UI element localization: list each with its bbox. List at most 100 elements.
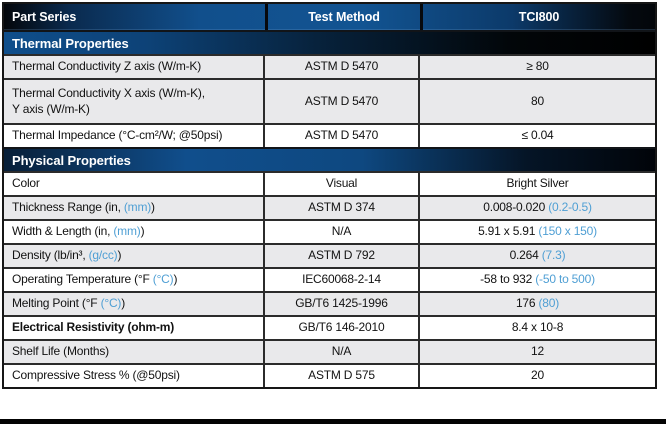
value-unit: (-50 to 500) — [535, 272, 595, 287]
value: 0.008-0.020 — [483, 200, 549, 215]
section-title: Physical Properties — [12, 152, 131, 168]
value-cell: 176 (80) — [420, 293, 655, 315]
property-label: Thermal Conductivity Z axis (W/m-K) — [12, 59, 202, 74]
property-label: Thermal Conductivity X axis (W/m-K), Y a… — [12, 85, 205, 116]
property-cell: Thickness Range (in, (mm)) — [4, 197, 265, 219]
test-method: ASTM D 792 — [308, 248, 375, 263]
table-row: Shelf Life (Months) N/A 12 — [4, 339, 655, 363]
property-cell: Width & Length (in, (mm)) — [4, 221, 265, 243]
header-label: TCI800 — [518, 10, 560, 24]
property-text: Shelf Life (Months) — [12, 344, 109, 360]
header-cell-tci800: TCI800 — [420, 4, 655, 30]
property-label: Melting Point (°F — [12, 296, 101, 311]
property-label-unit: (mm) — [123, 200, 152, 215]
property-text: Compressive Stress % (@50psi) — [12, 368, 180, 384]
property-text: Melting Point (°F (°C)) — [12, 296, 125, 312]
value-cell: Bright Silver — [420, 173, 655, 195]
value: 0.264 — [509, 248, 542, 263]
table-row: Electrical Resistivity (ohm-m) GB/T6 146-… — [4, 315, 655, 339]
test-method-cell: ASTM D 374 — [265, 197, 420, 219]
section-header-row: Physical Properties — [4, 147, 655, 171]
property-text: Thermal Conductivity Z axis (W/m-K) — [12, 59, 201, 75]
section-header-row: Thermal Properties — [4, 30, 655, 54]
property-cell: Compressive Stress % (@50psi) — [4, 365, 265, 387]
test-method-cell: ASTM D 5470 — [265, 125, 420, 147]
property-label-end: ) — [117, 248, 122, 263]
table-header-row: Part Series Test Method TCI800 — [4, 4, 655, 30]
value-cell: 20 — [420, 365, 655, 387]
property-label: Electrical Resistivity (ohm-m) — [12, 320, 175, 335]
property-label-unit: (mm) — [113, 224, 141, 239]
test-method: Visual — [325, 176, 358, 191]
property-text: Operating Temperature (°F (°C)) — [12, 272, 177, 288]
property-cell: Thermal Conductivity X axis (W/m-K), Y a… — [4, 80, 265, 123]
test-method-cell: IEC60068-2-14 — [265, 269, 420, 291]
value-unit: (0.2-0.5) — [548, 200, 592, 215]
test-method-cell: ASTM D 575 — [265, 365, 420, 387]
header-label: Test Method — [308, 10, 380, 24]
property-label: Shelf Life (Months) — [12, 344, 109, 359]
value-cell: 12 — [420, 341, 655, 363]
section-title: Thermal Properties — [12, 35, 129, 51]
value: 176 — [515, 296, 539, 311]
value-text: -58 to 932 (-50 to 500) — [480, 272, 595, 288]
property-text: Electrical Resistivity (ohm-m) — [12, 320, 174, 336]
property-label-unit: (°C) — [100, 296, 122, 311]
test-method-cell: GB/T6 1425-1996 — [265, 293, 420, 315]
test-method-cell: ASTM D 792 — [265, 245, 420, 267]
value: 8.4 x 10-8 — [511, 320, 564, 335]
value: ≤ 0.04 — [521, 128, 554, 143]
value-cell: 0.008-0.020 (0.2-0.5) — [420, 197, 655, 219]
value-cell: 80 — [420, 80, 655, 123]
property-cell: Thermal Impedance (°C-cm²/W; @50psi) — [4, 125, 265, 147]
table-row: Width & Length (in, (mm)) N/A 5.91 x 5.91 … — [4, 219, 655, 243]
property-label: Width & Length (in, — [12, 224, 114, 239]
test-method-cell: N/A — [265, 221, 420, 243]
header-label: Part Series — [12, 10, 77, 24]
property-label-end: ) — [151, 200, 155, 215]
value: 80 — [531, 93, 544, 108]
value: 12 — [531, 344, 544, 359]
property-label: Operating Temperature (°F — [12, 272, 153, 287]
property-text: Color — [12, 176, 40, 192]
table-row: Thickness Range (in, (mm)) ASTM D 374 0.00… — [4, 195, 655, 219]
spec-table: Part Series Test Method TCI800 Thermal P… — [2, 2, 657, 389]
table-row: Density (lb/in³, (g/cc)) ASTM D 792 0.264 … — [4, 243, 655, 267]
table-row: Color Visual Bright Silver — [4, 171, 655, 195]
property-label-end: ) — [140, 224, 145, 239]
table-row: Thermal Conductivity Z axis (W/m-K) ASTM … — [4, 54, 655, 78]
property-cell: Color — [4, 173, 265, 195]
table-row: Compressive Stress % (@50psi) ASTM D 575 2… — [4, 363, 655, 387]
value-cell: ≥ 80 — [420, 56, 655, 78]
property-label-end: ) — [173, 272, 178, 287]
test-method: GB/T6 1425-1996 — [295, 296, 388, 311]
test-method: N/A — [331, 344, 352, 359]
property-cell: Melting Point (°F (°C)) — [4, 293, 265, 315]
value-text: 20 — [531, 368, 544, 384]
test-method: ASTM D 575 — [308, 368, 375, 383]
value-text: 0.264 (7.3) — [510, 248, 566, 264]
header-cell-part-series: Part Series — [4, 4, 265, 30]
table-row: Operating Temperature (°F (°C)) IEC60068-… — [4, 267, 655, 291]
value-text: 80 — [531, 94, 544, 110]
bottom-black-bar — [0, 419, 666, 424]
property-label: Thickness Range (in, — [12, 200, 124, 215]
test-method: GB/T6 146-2010 — [298, 320, 385, 335]
value-unit: (80) — [538, 296, 560, 311]
value-unit: (7.3) — [541, 248, 566, 263]
test-method: IEC60068-2-14 — [302, 272, 381, 287]
test-method-cell: N/A — [265, 341, 420, 363]
property-cell: Operating Temperature (°F (°C)) — [4, 269, 265, 291]
value: Bright Silver — [506, 176, 569, 191]
property-text: Thickness Range (in, (mm)) — [12, 200, 155, 216]
value: -58 to 932 — [480, 272, 536, 287]
property-cell: Density (lb/in³, (g/cc)) — [4, 245, 265, 267]
header-cell-test-method: Test Method — [265, 4, 420, 30]
test-method-cell: ASTM D 5470 — [265, 80, 420, 123]
property-text: Thermal Impedance (°C-cm²/W; @50psi) — [12, 128, 222, 144]
value-cell: -58 to 932 (-50 to 500) — [420, 269, 655, 291]
property-text: Density (lb/in³, (g/cc)) — [12, 248, 121, 264]
table-row: Thermal Conductivity X axis (W/m-K), Y a… — [4, 78, 655, 123]
value: ≥ 80 — [526, 59, 549, 74]
property-label-unit: (°C) — [152, 272, 174, 287]
